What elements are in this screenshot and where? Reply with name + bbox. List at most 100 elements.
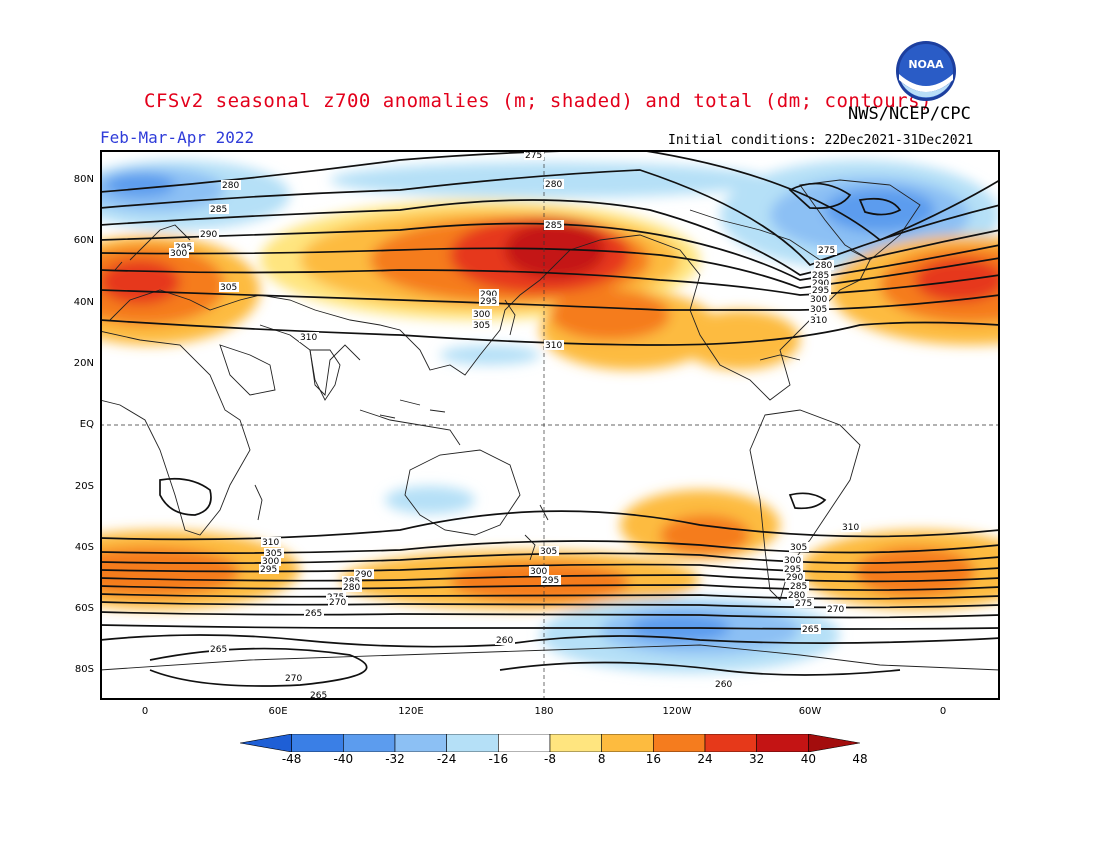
contour-label: 280 [343, 583, 360, 593]
contour-label: 270 [827, 605, 844, 615]
contour-label: 280 [788, 591, 805, 601]
contour-label: 305 [540, 547, 557, 557]
contour-label: 280 [222, 181, 239, 191]
colorbar [240, 734, 860, 752]
initial-conditions: Initial conditions: 22Dec2021-31Dec2021 [668, 133, 974, 148]
colorbar-tick-label: -40 [333, 752, 354, 766]
contour-label: 300 [473, 310, 490, 320]
colorbar-tick-label: -16 [488, 752, 509, 766]
longitude-label: 60W [798, 706, 822, 717]
contour-label: 275 [525, 151, 542, 161]
agency-label: NWS/NCEP/CPC [848, 104, 971, 124]
longitude-label: 120W [662, 706, 692, 717]
colorbar-tick-label: -8 [544, 752, 556, 766]
contour-label: 310 [545, 341, 562, 351]
longitude-label: 180 [534, 706, 554, 717]
contour-label: 275 [818, 246, 835, 256]
latitude-label: 60N [73, 235, 94, 247]
contour-label: 270 [329, 598, 346, 608]
contour-label: 295 [784, 565, 801, 575]
colorbar-segment [601, 734, 654, 752]
longitude-label: 60E [268, 706, 288, 717]
contour-label: 310 [810, 316, 827, 326]
colorbar-tick-label: 8 [597, 752, 606, 766]
contour-label: 280 [545, 180, 562, 190]
anomaly-map: 2752802852902953003053102802852902953003… [100, 150, 1000, 700]
latitude-label: 80N [73, 174, 94, 185]
contour-label: 285 [210, 205, 227, 215]
contour-label: 295 [480, 297, 497, 307]
contour-label: 280 [815, 261, 832, 271]
colorbar-segment [343, 734, 396, 752]
contour-label: 305 [790, 543, 807, 553]
colorbar-segment [240, 734, 292, 752]
contour-label: 270 [285, 674, 302, 684]
contour-label: 295 [812, 286, 829, 296]
contour-label: 265 [305, 609, 322, 619]
colorbar-segment [756, 734, 809, 752]
contour-label: 290 [812, 279, 829, 289]
colorbar-tick-label: 40 [800, 752, 816, 766]
map-gridlines [100, 150, 1000, 700]
latitude-label: 80S [74, 664, 94, 676]
svg-text:NOAA: NOAA [908, 58, 944, 71]
contour-label: 305 [473, 321, 490, 331]
latitude-label: EQ [79, 419, 94, 431]
colorbar-segment [704, 734, 757, 752]
longitude-label: 0 [939, 706, 947, 717]
contour-label: 285 [812, 271, 829, 281]
colorbar-tick-label: 16 [645, 752, 661, 766]
colorbar-tick-label: 32 [749, 752, 765, 766]
contour-label: 305 [810, 305, 827, 315]
colorbar-tick-label: -48 [281, 752, 302, 766]
chart-title: CFSv2 seasonal z700 anomalies (m; shaded… [144, 90, 932, 112]
contour-label: 290 [200, 230, 217, 240]
contour-label: 300 [784, 556, 801, 566]
colorbar-segment [394, 734, 447, 752]
longitude-label: 120E [398, 706, 424, 717]
colorbar-segment [291, 734, 344, 752]
colorbar-tick-label: 24 [697, 752, 713, 766]
contour-label: 300 [530, 567, 547, 577]
contour-label: 285 [790, 582, 807, 592]
contour-label: 295 [542, 576, 559, 586]
colorbar-segment [446, 734, 499, 752]
noaa-logo: NOAA [896, 41, 956, 101]
contour-labels: 2752802852902953003053102802852902953003… [169, 150, 861, 700]
latitude-label: 20S [74, 480, 94, 492]
contour-label: 290 [786, 573, 803, 583]
contour-label: 265 [802, 625, 819, 635]
latitude-label: 60S [74, 603, 94, 615]
contour-label: 310 [262, 538, 279, 548]
contour-label: 310 [300, 333, 317, 343]
contour-label: 265 [310, 691, 327, 700]
coastlines [100, 179, 1000, 671]
contour-label: 300 [810, 295, 827, 305]
forecast-period: Feb-Mar-Apr 2022 [100, 128, 255, 147]
latitude-label: 20N [73, 357, 94, 369]
contour-label: 300 [170, 249, 187, 259]
anomaly-shading [100, 160, 1000, 673]
longitude-label: 0 [141, 706, 149, 717]
latitude-label: 40N [73, 296, 94, 308]
contour-label: 305 [220, 283, 237, 293]
contour-label: 265 [210, 645, 227, 655]
latitude-label: 40S [74, 541, 94, 553]
colorbar-segment [808, 734, 860, 752]
colorbar-tick-label: 48 [852, 752, 868, 766]
colorbar-segment [498, 734, 551, 752]
contour-label: 310 [842, 523, 859, 533]
contour-label: 305 [265, 549, 282, 559]
contour-label: 285 [545, 221, 562, 231]
contour-label: 290 [480, 290, 497, 300]
contour-label: 260 [496, 636, 513, 646]
contour-label: 295 [260, 565, 277, 575]
contour-label: 290 [355, 570, 372, 580]
contour-label: 260 [715, 680, 732, 690]
colorbar-tick-label: -24 [436, 752, 457, 766]
contour-label: 300 [262, 557, 279, 567]
contour-label: 275 [795, 599, 812, 609]
colorbar-tick-label: -32 [385, 752, 405, 766]
colorbar-segment [653, 734, 706, 752]
colorbar-segment [549, 734, 602, 752]
